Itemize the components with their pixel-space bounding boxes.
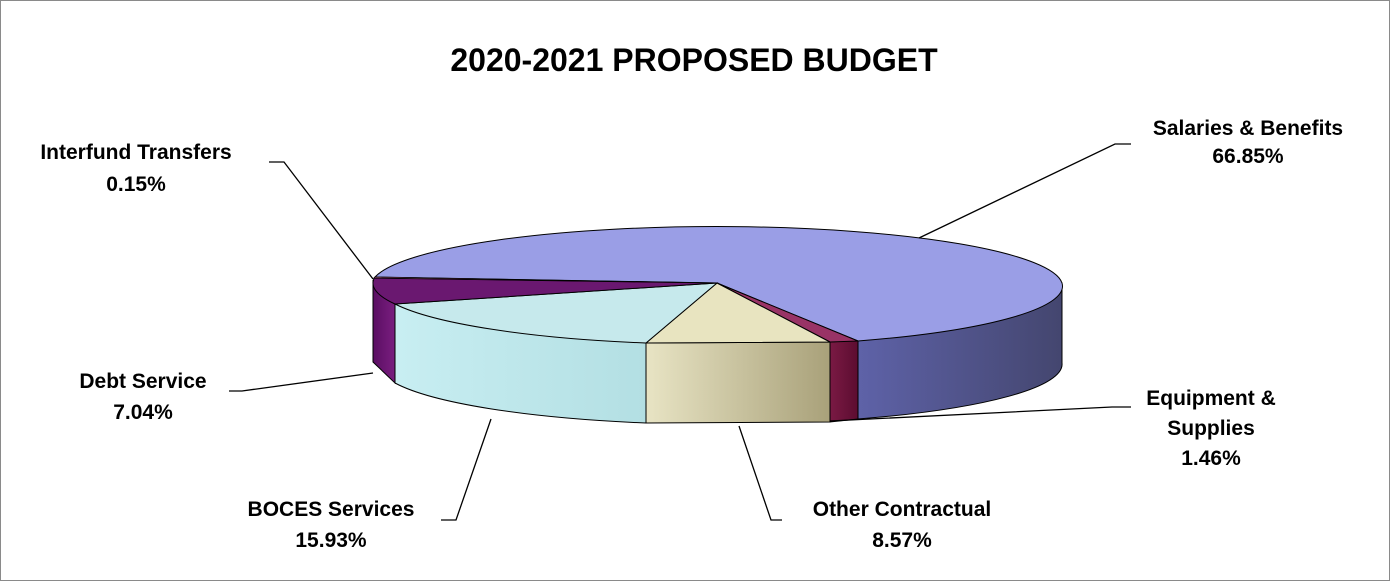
label-equipment-supplies-line2: Supplies: [1167, 417, 1255, 440]
pie-tops: [372, 226, 1063, 344]
label-other-contractual: Other Contractual: [813, 498, 992, 521]
leader-line-equipment-supplies: [829, 406, 1131, 422]
pie-side-other-contractual: [645, 341, 831, 424]
leader-line-interfund-transfers: [269, 161, 374, 280]
label-salaries-benefits: Salaries & Benefits: [1153, 117, 1343, 140]
value-other-contractual: 8.57%: [872, 529, 932, 552]
pie-side-equipment-supplies: [829, 339, 859, 423]
label-debt-service: Debt Service: [79, 370, 206, 393]
value-debt-service: 7.04%: [113, 401, 173, 424]
chart-title: 2020-2021 PROPOSED BUDGET: [450, 42, 938, 78]
leader-line-boces-services: [441, 418, 492, 521]
label-boces-services: BOCES Services: [248, 498, 415, 521]
label-equipment-supplies-line1: Equipment &: [1146, 387, 1276, 410]
pie-slice-boces-services: [393, 282, 719, 344]
leader-line-other-contractual: [738, 425, 782, 521]
label-interfund-transfers: Interfund Transfers: [40, 141, 231, 164]
leader-line-salaries-benefits: [918, 143, 1131, 239]
value-salaries-benefits: 66.85%: [1212, 145, 1284, 168]
pie-slice-debt-service: [372, 277, 718, 305]
pie-slice-salaries-benefits: [373, 226, 1063, 342]
leader-lines: [229, 143, 1131, 521]
leader-line-debt-service: [229, 372, 374, 392]
value-boces-services: 15.93%: [295, 529, 367, 552]
value-interfund-transfers: 0.15%: [106, 173, 166, 196]
value-equipment-supplies: 1.46%: [1181, 447, 1241, 470]
pie-slice-interfund-transfers: [373, 276, 718, 284]
